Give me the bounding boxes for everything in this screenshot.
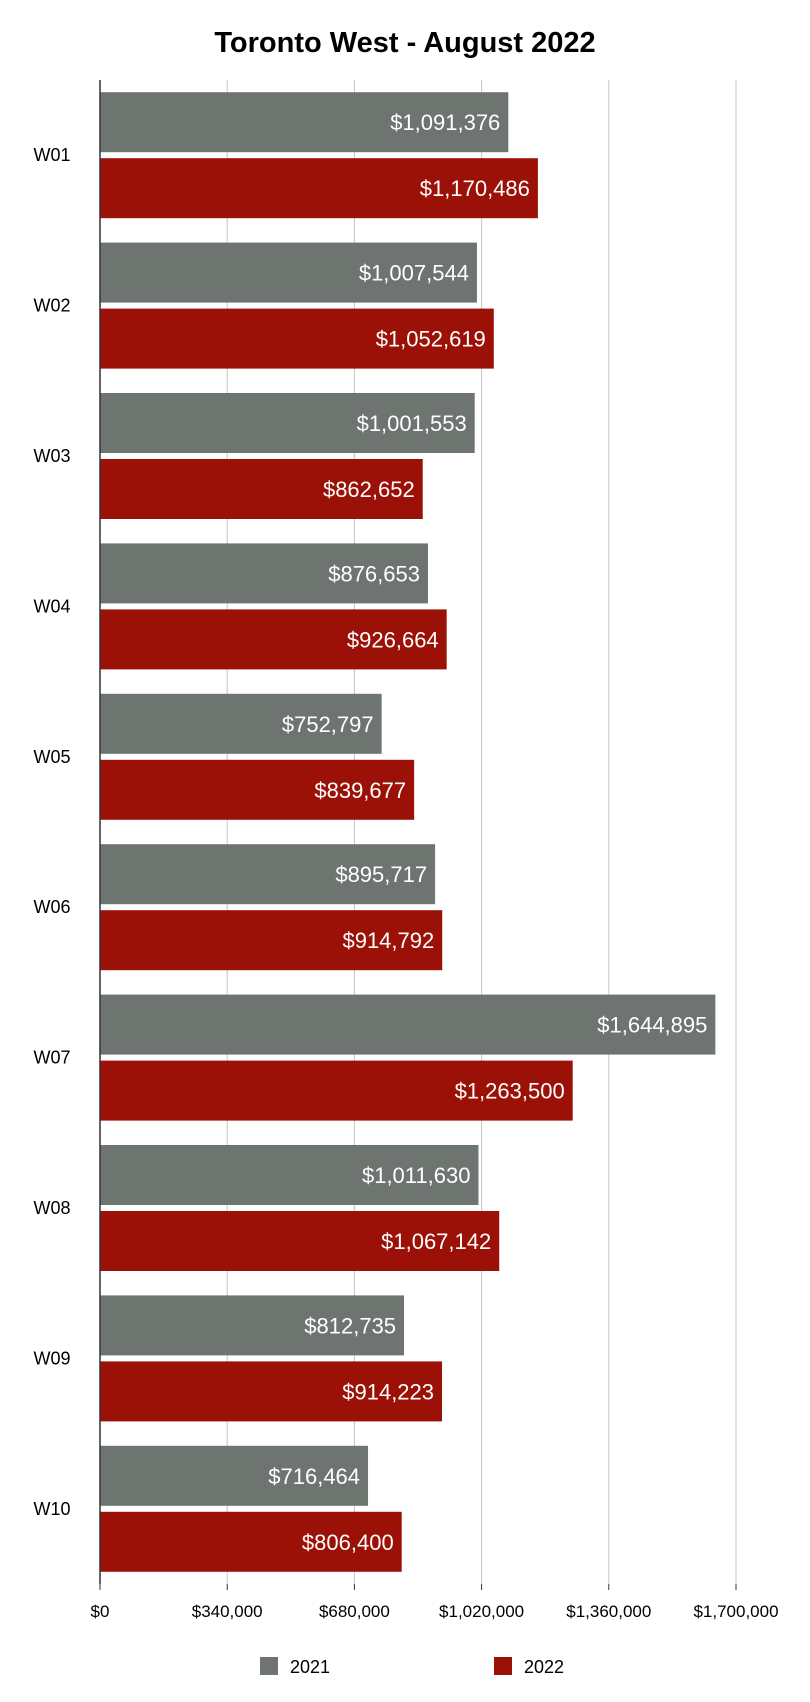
bar-2021 [100,92,509,153]
bar-2021 [100,242,477,303]
bars [100,92,716,1572]
bar-2022 [100,158,538,219]
bar-2021 [100,844,436,905]
bar-value-label: $806,400 [302,1530,394,1555]
bar-value-label: $862,652 [323,477,415,502]
category-labels: W01 W02 W03 W04 W05 W06 W07 W08 W09 W10 [33,145,70,1519]
legend-swatch [260,1657,278,1675]
legend: 2021 2022 [260,1657,564,1677]
bar-value-label: $876,653 [328,561,420,586]
category-label: W01 [33,145,70,165]
bar-value-label: $1,052,619 [376,327,486,352]
bar-2022 [100,308,494,369]
bar-2021 [100,543,428,604]
category-label: W09 [33,1348,70,1368]
bar-2022 [100,1511,402,1572]
bar-2022 [100,609,447,670]
bar-value-label: $812,735 [304,1313,396,1338]
category-label: W07 [33,1048,70,1068]
bar-2022 [100,1361,443,1422]
x-tick-label: $1,700,000 [693,1602,778,1621]
x-tick-label: $340,000 [192,1602,263,1621]
bar-value-label: $1,001,553 [357,411,467,436]
bar-value-label: $1,263,500 [455,1079,565,1104]
bar-value-label: $914,792 [342,928,434,953]
bar-2022 [100,910,443,971]
chart-title: Toronto West - August 2022 [214,27,595,59]
bar-2021 [100,994,716,1055]
bar-2021 [100,1445,369,1506]
bar-value-label: $839,677 [314,778,406,803]
bar-2022 [100,759,415,820]
bar-value-label: $1,644,895 [597,1013,707,1038]
legend-label: 2022 [524,1657,564,1677]
bar-value-label: $1,091,376 [390,110,500,135]
bar-value-label: $1,011,630 [362,1163,470,1188]
legend-label: 2021 [290,1657,330,1677]
bar-value-labels: $1,091,376 $1,170,486 $1,007,544 $1,052,619… [268,110,707,1555]
category-label: W08 [33,1198,70,1218]
bar-value-label: $1,170,486 [420,176,530,201]
x-tick-label: $680,000 [319,1602,390,1621]
bar-2022 [100,1211,500,1271]
bar-2021 [100,1295,405,1356]
bar-value-label: $1,007,544 [359,261,469,286]
bar-value-label: $914,223 [342,1379,434,1404]
category-label: W06 [33,897,70,917]
legend-swatch [494,1657,512,1675]
x-axis-tick-labels: $0 $340,000 $680,000 $1,020,000 $1,360,000 $1… [91,1584,779,1621]
bar-value-label: $716,464 [268,1464,360,1489]
category-label: W05 [33,747,70,767]
category-label: W03 [33,446,70,466]
bar-2021 [100,1145,479,1205]
category-label: W10 [33,1499,70,1519]
bar-value-label: $926,664 [347,627,439,652]
bar-2021 [100,393,475,453]
x-tick-label: $0 [91,1602,110,1621]
bar-2021 [100,693,382,754]
x-tick-label: $1,360,000 [566,1602,651,1621]
gridlines [226,80,737,1584]
category-label: W04 [33,596,70,616]
bar-value-label: $752,797 [282,712,374,737]
bar-2022 [100,459,423,519]
bar-2022 [100,1060,573,1121]
x-tick-label: $1,020,000 [439,1602,524,1621]
category-label: W02 [33,296,70,316]
bar-value-label: $895,717 [335,862,427,887]
bar-value-label: $1,067,142 [381,1229,491,1254]
